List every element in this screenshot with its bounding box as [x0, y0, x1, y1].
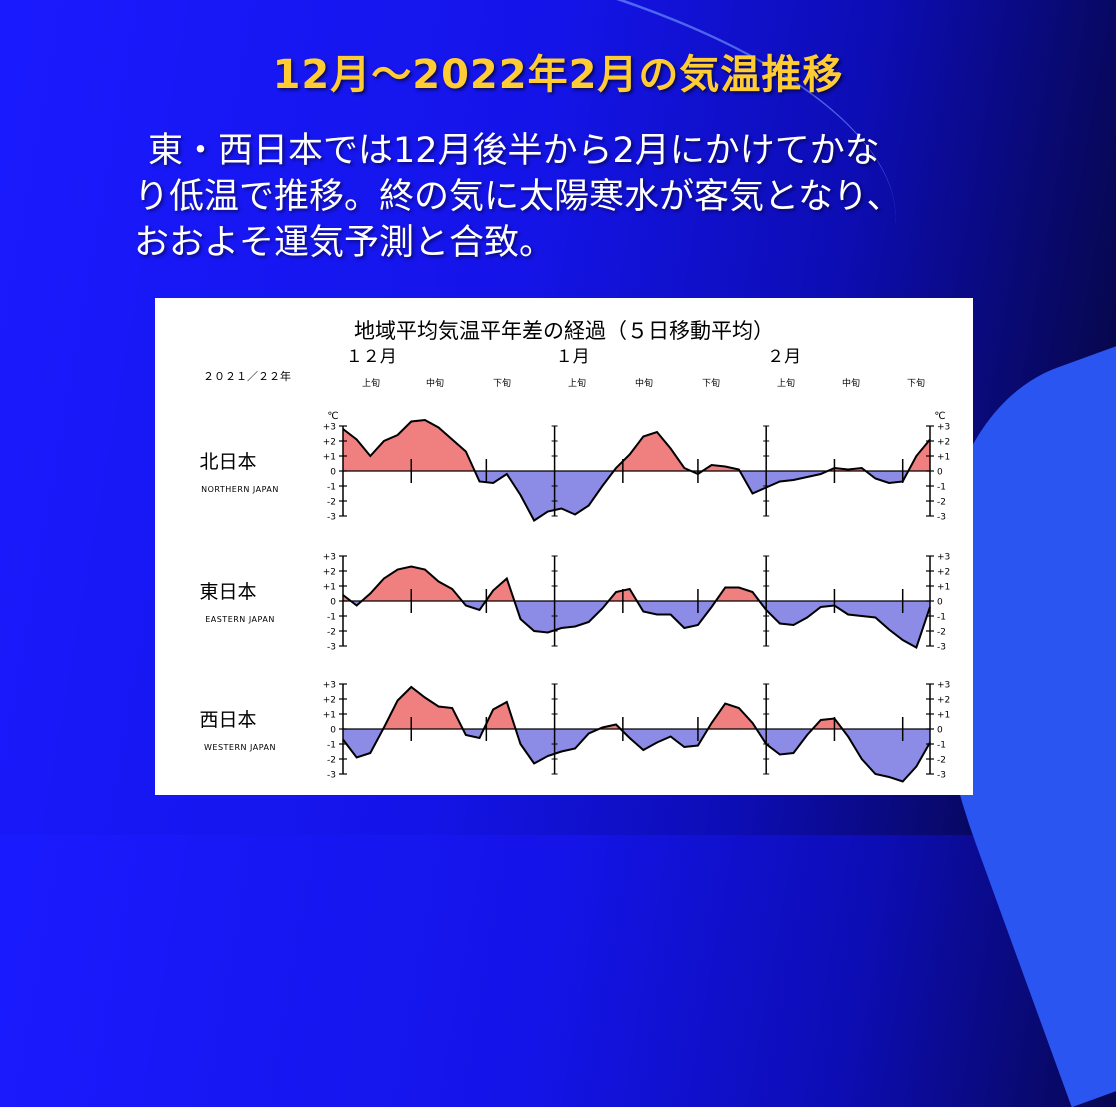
y-tick-label: -3: [327, 513, 336, 523]
region-name-en: WESTERN JAPAN: [204, 743, 276, 752]
y-tick-label: 0: [937, 598, 943, 608]
y-tick-label: -1: [937, 613, 946, 623]
chart-title: 地域平均気温平年差の経過（５日移動平均）: [354, 319, 774, 343]
dekad-label: 中旬: [842, 377, 860, 389]
series-panel: -3 -2 -1 0 +1 +2 +3 -3 -2 -1 0 +1 +2 +3 東日本 EASTERN JAP…: [199, 553, 950, 653]
y-tick-label: -1: [937, 483, 946, 493]
dekad-label: 下旬: [493, 377, 511, 389]
y-tick-label: +2: [937, 696, 950, 706]
y-tick-label: -2: [327, 756, 336, 766]
y-tick-label: +2: [323, 696, 336, 706]
dekad-label: 中旬: [426, 377, 444, 389]
dekad-label: 下旬: [907, 377, 925, 389]
y-tick-label: -2: [937, 498, 946, 508]
month-label: ２月: [767, 347, 801, 367]
region-name-en: NORTHERN JAPAN: [201, 485, 279, 494]
year-label: ２０２１／２２年: [203, 369, 291, 383]
dekad-label: 中旬: [635, 377, 653, 389]
y-tick-label: +2: [323, 568, 336, 578]
y-tick-label: +1: [323, 711, 336, 721]
negative-area: [343, 729, 930, 782]
month-label: １月: [556, 347, 590, 367]
month-label: １２月: [346, 347, 397, 367]
region-name: 東日本: [199, 581, 256, 603]
series-line: [342, 685, 931, 783]
y-tick-label: 0: [330, 726, 336, 736]
series-line: [342, 565, 931, 649]
unit-label: ℃: [934, 411, 945, 422]
y-tick-label: -3: [937, 771, 946, 781]
y-tick-label: +2: [937, 568, 950, 578]
y-tick-label: -1: [327, 483, 336, 493]
y-tick-label: 0: [937, 726, 943, 736]
body-line-1: 東・西日本では12月後半から2月にかけてかな: [148, 131, 880, 171]
body-line-3: おおよそ運気予測と合致。: [134, 223, 555, 263]
y-tick-label: +1: [323, 453, 336, 463]
y-tick-label: 0: [330, 468, 336, 478]
y-tick-label: +3: [323, 553, 336, 563]
dekad-label: 上旬: [568, 377, 586, 389]
y-tick-label: -1: [327, 741, 336, 751]
y-tick-label: 0: [937, 468, 943, 478]
y-tick-label: -2: [327, 628, 336, 638]
positive-area: [343, 420, 930, 471]
y-tick-label: +3: [323, 423, 336, 433]
region-name: 西日本: [199, 709, 256, 731]
y-tick-label: +3: [323, 681, 336, 691]
positive-area: [343, 566, 930, 601]
y-tick-label: +3: [937, 553, 950, 563]
y-tick-label: +3: [937, 423, 950, 433]
series-panel: -3-2-10+1+2+3-3-2-10+1+2+3℃ ℃北日本NORTHERN …: [199, 411, 950, 523]
temperature-anomaly-chart: 地域平均気温平年差の経過（５日移動平均） ２０２１／２２年 １２月 １月 ２月 上旬…: [199, 319, 950, 783]
y-tick-label: +2: [937, 438, 950, 448]
region-name-en: EASTERN JAPAN: [205, 615, 275, 624]
y-tick-label: -3: [937, 643, 946, 653]
y-tick-label: +1: [323, 583, 336, 593]
dekad-label: 下旬: [702, 377, 720, 389]
y-tick-label: -3: [327, 771, 336, 781]
y-tick-label: 0: [330, 598, 336, 608]
slide-title: 12月～2022年2月の気温推移: [272, 52, 844, 98]
y-tick-label: +2: [323, 438, 336, 448]
chart-panel: 地域平均気温平年差の経過（５日移動平均） ２０２１／２２年 １２月 １月 ２月 上旬…: [155, 298, 973, 795]
negative-area: [343, 601, 930, 648]
unit-label: ℃: [327, 411, 338, 422]
y-tick-label: -2: [327, 498, 336, 508]
y-tick-label: -2: [937, 628, 946, 638]
y-tick-label: -1: [327, 613, 336, 623]
region-name: 北日本: [199, 451, 256, 473]
y-tick-label: -2: [937, 756, 946, 766]
y-tick-label: +1: [937, 711, 950, 721]
y-tick-label: +1: [937, 453, 950, 463]
y-tick-label: +1: [937, 583, 950, 593]
series-panel: -3 -2 -1 0 +1 +2 +3 -3 -2 -1 0 +1 +2 +3 西日本 WESTERN JAP…: [199, 681, 950, 783]
y-tick-label: +3: [937, 681, 950, 691]
body-line-2: り低温で推移。終の気に太陽寒水が客気となり、: [134, 177, 902, 217]
slide-body: 東・西日本では12月後半から2月にかけてかな り低温で推移。終の気に太陽寒水が客…: [134, 128, 1034, 266]
dekad-label: 上旬: [362, 377, 380, 389]
y-tick-label: -1: [937, 741, 946, 751]
y-tick-label: -3: [327, 643, 336, 653]
dekad-label: 上旬: [777, 377, 795, 389]
series-line: [342, 418, 931, 522]
y-tick-label: -3: [937, 513, 946, 523]
